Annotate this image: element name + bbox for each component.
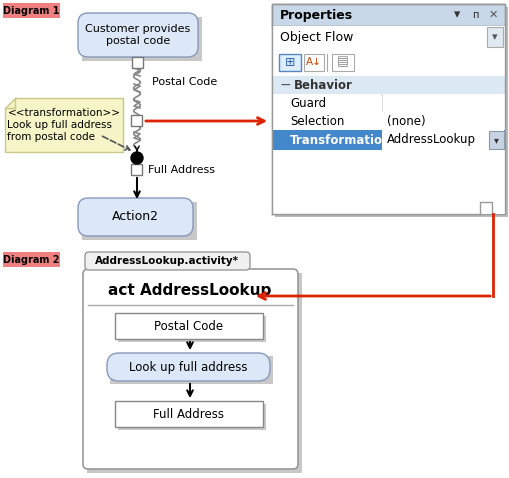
Text: ▾: ▾ xyxy=(493,135,497,145)
Bar xyxy=(110,356,272,384)
Text: Object Flow: Object Flow xyxy=(279,31,353,43)
Bar xyxy=(271,130,504,150)
Bar xyxy=(486,27,502,47)
FancyBboxPatch shape xyxy=(78,13,197,57)
Text: −: − xyxy=(279,78,291,92)
Text: ▾: ▾ xyxy=(453,9,459,22)
Text: ᴨ: ᴨ xyxy=(471,10,477,20)
Text: Customer provides
postal code: Customer provides postal code xyxy=(85,24,190,46)
Bar xyxy=(271,112,504,130)
Bar xyxy=(271,48,504,76)
Text: Action2: Action2 xyxy=(111,210,158,224)
Bar xyxy=(115,401,263,427)
Text: Postal Code: Postal Code xyxy=(154,319,223,333)
Text: <<transformation>>
Look up full address
from postal code: <<transformation>> Look up full address … xyxy=(8,109,120,141)
Text: ▾: ▾ xyxy=(491,32,497,42)
Text: Behavior: Behavior xyxy=(293,78,352,91)
FancyBboxPatch shape xyxy=(78,198,192,236)
Text: ▤: ▤ xyxy=(336,55,348,68)
Bar xyxy=(271,26,504,48)
Bar xyxy=(303,54,323,71)
Bar xyxy=(271,94,504,112)
Bar xyxy=(274,7,507,217)
Bar xyxy=(488,131,503,149)
Bar xyxy=(115,313,263,339)
Text: AddressLookup.activity*: AddressLookup.activity* xyxy=(95,256,239,266)
FancyBboxPatch shape xyxy=(83,269,297,469)
Polygon shape xyxy=(5,98,123,152)
Text: Look up full address: Look up full address xyxy=(128,360,247,373)
Bar xyxy=(131,115,142,126)
Text: (none): (none) xyxy=(386,115,425,128)
Text: A↓: A↓ xyxy=(305,57,321,67)
Text: Transformation: Transformation xyxy=(290,133,390,146)
Text: Postal Code: Postal Code xyxy=(152,77,217,87)
Bar xyxy=(118,404,266,430)
Bar xyxy=(131,164,142,175)
Bar xyxy=(381,130,503,150)
Bar xyxy=(271,150,504,214)
Bar xyxy=(132,57,143,68)
Bar xyxy=(278,54,300,71)
Bar xyxy=(3,3,60,18)
Bar xyxy=(3,252,60,267)
Bar xyxy=(331,54,353,71)
Text: ✕: ✕ xyxy=(487,10,497,20)
Bar xyxy=(87,273,301,473)
Text: ⊞: ⊞ xyxy=(284,55,295,68)
Text: Diagram 2: Diagram 2 xyxy=(3,255,59,265)
Text: Diagram 1: Diagram 1 xyxy=(3,6,59,16)
FancyBboxPatch shape xyxy=(85,252,249,270)
Text: act AddressLookup: act AddressLookup xyxy=(108,283,271,298)
Text: Full Address: Full Address xyxy=(148,165,215,175)
Text: AddressLookup: AddressLookup xyxy=(386,133,475,146)
Circle shape xyxy=(131,152,143,164)
Text: Selection: Selection xyxy=(290,115,344,128)
Bar xyxy=(82,202,196,240)
Text: Properties: Properties xyxy=(279,9,352,22)
Text: Full Address: Full Address xyxy=(153,408,224,421)
Bar xyxy=(271,4,504,214)
Bar xyxy=(118,316,266,342)
Bar xyxy=(271,4,504,26)
Bar xyxy=(82,17,202,61)
Text: Guard: Guard xyxy=(290,97,325,109)
Bar xyxy=(271,150,504,214)
FancyBboxPatch shape xyxy=(107,353,269,381)
Bar xyxy=(271,76,504,94)
